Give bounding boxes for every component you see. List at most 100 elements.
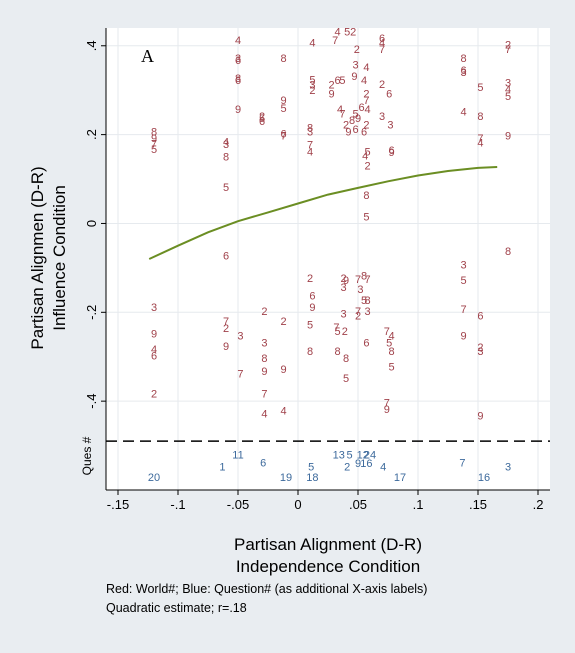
y-axis-title-line-1: Partisan Alignmen (D-R) — [28, 166, 47, 349]
world-marker-129: 7 — [477, 133, 483, 145]
world-marker-117: 5 — [386, 337, 392, 349]
world-marker-25: 2 — [259, 111, 265, 123]
ques-axis-label: Ques # — [80, 436, 94, 475]
world-marker-69: 7 — [363, 95, 369, 107]
world-marker-79: 6 — [361, 126, 367, 138]
world-marker-120: 5 — [389, 362, 395, 374]
world-marker-67: 4 — [361, 75, 367, 87]
world-marker-124: 6 — [461, 65, 467, 77]
world-marker-15: 2 — [223, 323, 229, 335]
world-marker-20: 8 — [235, 73, 241, 85]
world-marker-68: 2 — [363, 89, 369, 101]
world-marker-131: 3 — [461, 260, 467, 272]
world-marker-126: 5 — [477, 82, 483, 94]
world-marker-105: 3 — [341, 308, 347, 320]
world-marker-86: 5 — [363, 212, 369, 224]
world-marker-47: 7 — [307, 140, 313, 152]
world-marker-44: 3 — [309, 80, 315, 92]
world-marker-29: 8 — [261, 353, 267, 365]
y-tick-label-1: -.2 — [84, 305, 99, 320]
world-marker-26: 5 — [259, 113, 265, 125]
world-marker-11: 8 — [223, 152, 229, 164]
world-marker-21: 6 — [235, 75, 241, 87]
world-marker-51: 6 — [309, 291, 315, 303]
y-axis-ticks: -.4 -.2 0 .2 .4 — [84, 40, 106, 409]
world-marker-28: 3 — [261, 337, 267, 349]
world-marker-39: 2 — [281, 316, 287, 328]
world-marker-101: 7 — [365, 274, 371, 286]
y-tick-label-2: 0 — [84, 220, 99, 227]
world-marker-107: 7 — [355, 306, 361, 318]
panel-label: A — [141, 46, 154, 66]
world-marker-63: 5 — [339, 75, 345, 87]
world-marker-116: 7 — [384, 326, 390, 338]
world-marker-114: 6 — [363, 337, 369, 349]
world-marker-66: 9 — [329, 89, 335, 101]
world-marker-95: 9 — [389, 147, 395, 159]
world-marker-43: 5 — [309, 74, 315, 86]
note-line-colors: Red: World#; Blue: Question# (as additio… — [106, 582, 428, 596]
world-marker-16: 9 — [223, 341, 229, 353]
x-axis-title-line-2: Independence Condition — [236, 557, 420, 576]
question-marker-5: 5 — [308, 462, 314, 474]
question-marker-6: 18 — [306, 472, 318, 484]
world-marker-92: 3 — [379, 111, 385, 123]
world-marker-45: 2 — [309, 85, 315, 97]
world-marker-57: 5 — [344, 26, 350, 38]
world-marker-59: 2 — [354, 44, 360, 56]
world-marker-87: 6 — [379, 33, 385, 45]
world-marker-97: 3 — [341, 282, 347, 294]
world-marker-0: 8 — [151, 126, 157, 138]
world-marker-6: 4 — [151, 344, 157, 356]
world-marker-137: 3 — [477, 346, 483, 358]
world-marker-17: 4 — [235, 35, 241, 47]
world-marker-85: 8 — [363, 190, 369, 202]
world-marker-141: 3 — [505, 77, 511, 89]
world-marker-3: 5 — [151, 144, 157, 156]
world-marker-14: 7 — [223, 316, 229, 328]
world-marker-122: 9 — [384, 404, 390, 416]
world-marker-9: 4 — [223, 137, 229, 149]
world-marker-104: 8 — [365, 295, 371, 307]
question-marker-0: 20 — [148, 472, 160, 484]
world-marker-64: 6 — [335, 75, 341, 87]
world-marker-83: 4 — [362, 151, 368, 163]
world-marker-40: 9 — [281, 364, 287, 376]
question-marker-8: 2 — [344, 462, 350, 474]
world-marker-18: 3 — [235, 53, 241, 65]
world-marker-32: 7 — [261, 388, 267, 400]
world-marker-77: 9 — [345, 126, 351, 138]
world-marker-62: 9 — [351, 71, 357, 83]
world-marker-88: 4 — [379, 37, 385, 49]
world-marker-113: 8 — [343, 353, 349, 365]
world-marker-103: 5 — [361, 295, 367, 307]
world-marker-130: 4 — [477, 137, 483, 149]
world-marker-127: 4 — [461, 106, 467, 118]
x-axis-title: Partisan Alignment (D-R) Independence Con… — [234, 535, 422, 576]
question-marker-4: 19 — [280, 472, 292, 484]
world-marker-73: 8 — [349, 115, 355, 127]
question-marker-17: 16 — [478, 472, 490, 484]
world-marker-7: 6 — [151, 351, 157, 363]
world-marker-145: 8 — [505, 246, 511, 258]
world-marker-144: 9 — [505, 131, 511, 143]
world-marker-99: 7 — [355, 274, 361, 286]
world-marker-50: 2 — [307, 273, 313, 285]
world-marker-12: 5 — [223, 182, 229, 194]
world-marker-35: 9 — [281, 95, 287, 107]
world-marker-75: 4 — [337, 104, 343, 116]
world-marker-19: 6 — [235, 55, 241, 67]
world-marker-80: 2 — [363, 120, 369, 132]
world-marker-109: 7 — [333, 322, 339, 334]
world-marker-65: 2 — [329, 80, 335, 92]
world-marker-78: 6 — [353, 124, 359, 136]
world-marker-96: 2 — [341, 273, 347, 285]
question-marker-15: 17 — [394, 472, 406, 484]
world-marker-23: 3 — [237, 331, 243, 343]
world-marker-102: 3 — [357, 284, 363, 296]
axes — [105, 28, 550, 491]
x-tick-label-4: .05 — [349, 497, 367, 512]
x-tick-label-5: .1 — [413, 497, 424, 512]
